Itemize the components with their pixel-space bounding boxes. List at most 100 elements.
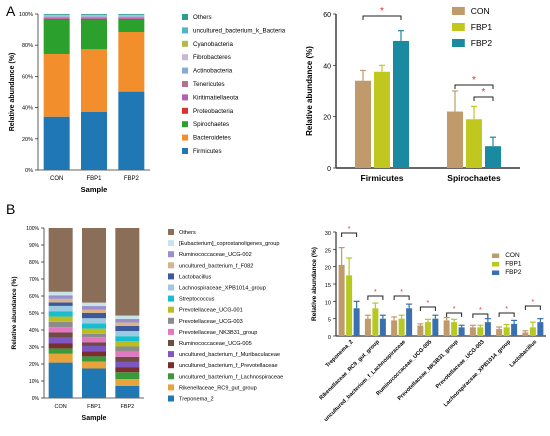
legend-swatch-streptococcus <box>168 295 174 302</box>
bar-segment-treponema-2-fbp1 <box>82 368 106 398</box>
y-tick-label: 90% <box>29 243 40 249</box>
legend-swatch-cyanobacteria <box>182 40 188 47</box>
significance-star-b4: * <box>427 300 430 307</box>
legend-swatch-lactobacillus <box>168 273 174 280</box>
bar-segment-kiritimatiellaeota-con <box>43 17 70 19</box>
bar-segment-firmicutes-con <box>43 116 70 170</box>
bar-segment-uncultured-bacterium-f-lachnospiraceae-con <box>48 348 73 354</box>
bar-segment-actinobacteria-con <box>43 16 70 18</box>
legend-label-fbp2: FBP2 <box>505 269 522 276</box>
x-tick-label-fbp2: FBP2 <box>120 404 134 410</box>
legend-a-phylum: Others uncultured_bacterium_k_Bacteria Cya… <box>182 14 286 155</box>
bar-segment-tenericutes-fbp2 <box>118 17 145 18</box>
bar-segment-actinobacteria-fbp2 <box>118 16 145 18</box>
legend-label-prevotellaceae-ucg-003: Prevotellaceae_UCG-003 <box>179 319 243 325</box>
bar-segment-lactobacillus-con <box>48 302 73 306</box>
legend-swatch-uncultured-bacterium-f-lachnospiraceae <box>168 373 174 380</box>
legend-label-con: CON <box>471 6 490 16</box>
y-tick-label: 80% <box>29 260 40 266</box>
legend-swatch-fbp1 <box>492 262 500 267</box>
bar-segment-uncultured-bacterium-f-prevotellaceae-fbp2 <box>115 367 140 373</box>
legend-label-ruminococcaceae-ucg-002: Ruminococcaceae_UCG-002 <box>179 252 252 258</box>
panel-label-a: A <box>6 3 16 19</box>
bar-fbp2-prevotellaceae-ucg-003 <box>484 322 491 336</box>
bar-segment-eubacterium-coprostanoligenes-group-fbp2 <box>115 315 140 320</box>
bar-segment-uncultured-bacterium-f-f082-con <box>48 298 73 303</box>
bar-segment-bacteroidetes-fbp1 <box>81 49 107 112</box>
significance-star-b7: * <box>505 306 508 313</box>
bar-fbp1-firmicutes <box>374 71 390 168</box>
bar-fbp1-prevotellaceae-ucg-003 <box>477 327 484 336</box>
x-tick-label-prevotellaceae-ucg-003: Prevotellaceae_UCG-003 <box>435 339 486 390</box>
bar-fbp2-firmicutes <box>393 40 409 169</box>
significance-star-b3: * <box>400 289 403 296</box>
y-tick-label: 60% <box>22 74 33 80</box>
legend-label-bacteroidetes: Bacteroidetes <box>193 135 231 142</box>
significance-bracket-b3 <box>393 295 410 300</box>
bar-segment-lactobacillus-fbp1 <box>82 313 106 319</box>
bar-segment-prevotellaceae-ucg-003-con <box>48 321 73 328</box>
bar-segment-lachnospiraceae-xpb1014-group-con <box>48 305 73 312</box>
significance-star-b5: * <box>453 306 456 313</box>
significance-bracket-b4 <box>419 306 436 311</box>
y-axis-label: Relative abundance (%) <box>305 46 314 136</box>
legend-label-uncultured-bacterium-f-prevotellaceae: uncultured_bacterium_f_Prevotellaceae <box>179 363 278 369</box>
bar-fbp2-prevotellaceae-nk3b31-group <box>458 327 465 336</box>
bar-segment-ruminococcaceae-ucg-002-fbp2 <box>115 319 140 323</box>
significance-bracket-b8 <box>524 305 541 310</box>
bar-segment-tenericutes-con <box>43 17 70 18</box>
legend-label-fbp1: FBP1 <box>505 261 522 268</box>
y-tick-label: 100% <box>26 226 39 232</box>
legend-label-others: Others <box>193 14 212 21</box>
bar-con-lachnospiraceae-xpb1014-group <box>496 329 503 336</box>
bar-segment-uncultured-bacterium-f-muribaculaceae-fbp1 <box>82 345 106 352</box>
legend-label-rikenellaceae-rc9-gut-group: Rikenellaceae_RC9_gut_group <box>179 385 257 391</box>
y-tick-label: 20 <box>323 115 331 122</box>
y-tick-label: 20% <box>22 137 33 143</box>
x-tick-label-spirochaetes: Spirochaetes <box>447 173 501 183</box>
chart-b-group-bars: 051015202530Treponema_2Rikenellaceae_RC9… <box>311 226 546 423</box>
bar-fbp2-uncultured-bacterium-f-lachnospiraceae <box>406 308 413 336</box>
legend-label-prevotellaceae-nk3b31-group: Prevotellaceae_NK3B31_group <box>179 330 257 336</box>
legend-swatch-kiritimatiellaeota <box>182 94 188 101</box>
y-tick-label: 40% <box>22 106 33 112</box>
bar-segment-ruminococcaceae-ucg-002-fbp1 <box>82 306 106 310</box>
legend-swatch-fibrobacteres <box>182 54 188 61</box>
bar-con-firmicutes <box>355 80 371 168</box>
y-tick-label: 40 <box>323 63 331 70</box>
bar-segment-proteobacteria-con <box>43 18 70 20</box>
bar-segment-fibrobacteres-fbp1 <box>81 15 107 17</box>
bar-con-uncultured-bacterium-f-lachnospiraceae <box>391 320 398 336</box>
legend-label-kiritimatiellaeota: Kiritimatiellaeota <box>193 94 239 101</box>
bar-segment-treponema-2-con <box>48 362 73 398</box>
bar-segment-prevotellaceae-ucg-001-fbp2 <box>115 341 140 347</box>
bar-fbp1-lachnospiraceae-xpb1014-group <box>503 327 510 336</box>
y-tick-label: 80% <box>22 43 33 49</box>
y-tick-label: 50% <box>29 311 40 317</box>
bar-segment-prevotellaceae-ucg-003-fbp1 <box>82 333 106 338</box>
bar-segment-rikenellaceae-rc9-gut-group-con <box>48 353 73 363</box>
legend-swatch-con <box>492 253 500 258</box>
bar-fbp1-treponema-2 <box>346 275 353 336</box>
legend-swatch-eubacterium-coprostanoligenes-group <box>168 240 174 247</box>
legend-label-con: CON <box>505 252 520 259</box>
bar-segment-spirochaetes-fbp2 <box>118 19 145 33</box>
bar-segment-fibrobacteres-con <box>43 15 70 17</box>
significance-star-b8: * <box>532 299 535 306</box>
legend-b-genus: Others [Eubacterium]_coprostanoligenes_gr… <box>168 229 283 403</box>
legend-swatch-treponema-2 <box>168 395 174 402</box>
bar-fbp1-uncultured-bacterium-f-lachnospiraceae <box>398 318 405 336</box>
significance-bracket-b6 <box>472 313 489 318</box>
bar-segment-lachnospiraceae-xpb1014-group-fbp2 <box>115 331 140 337</box>
bar-segment-eubacterium-coprostanoligenes-group-con <box>48 291 73 296</box>
legend-swatch-uncultured-bacterium-f-prevotellaceae <box>168 362 174 369</box>
legend-swatch-prevotellaceae-nk3b31-group <box>168 328 174 335</box>
bar-con-spirochaetes <box>447 111 463 168</box>
bar-segment-others-fbp2 <box>115 228 140 316</box>
y-tick-label: 20% <box>29 362 40 368</box>
significance-bracket-b1 <box>341 232 358 237</box>
significance-bracket-b2 <box>367 295 384 300</box>
bar-segment-prevotellaceae-ucg-001-fbp1 <box>82 328 106 334</box>
legend-swatch-ruminococcaceae-ucg-005 <box>168 340 174 346</box>
legend-swatch-actinobacteria <box>182 67 188 74</box>
